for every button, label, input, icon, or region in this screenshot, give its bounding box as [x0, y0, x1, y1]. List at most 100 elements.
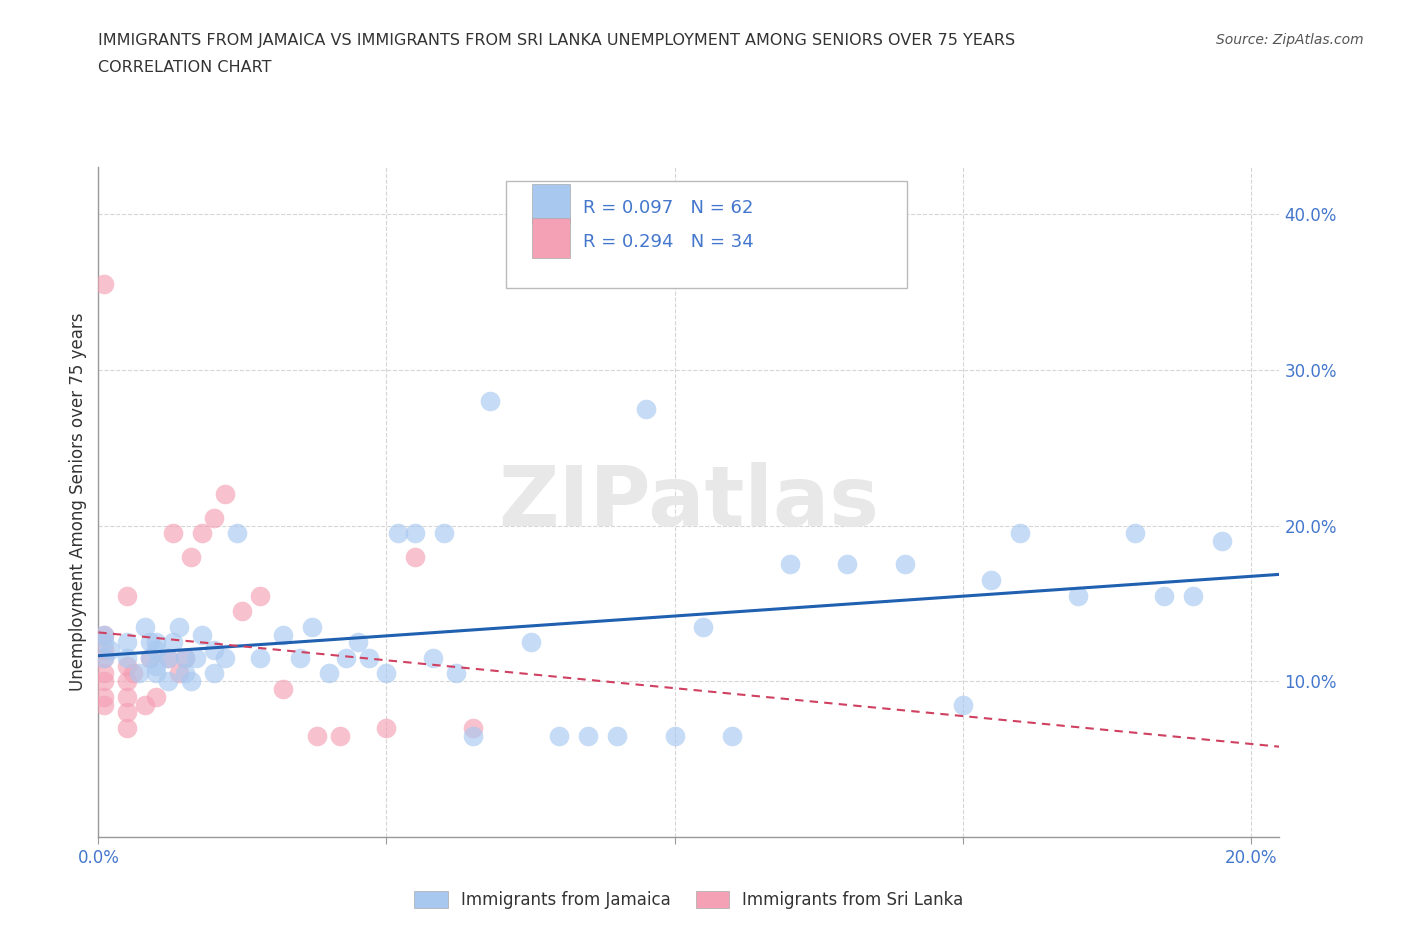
Point	[288, 650, 311, 665]
Point	[93, 635, 115, 650]
Point	[167, 619, 190, 634]
Text: R = 0.097   N = 62: R = 0.097 N = 62	[582, 199, 754, 218]
Point	[180, 674, 202, 689]
Point	[1067, 588, 1090, 603]
Point	[271, 627, 294, 642]
Point	[548, 728, 571, 743]
Point	[346, 635, 368, 650]
Point	[162, 525, 184, 540]
Point	[307, 728, 329, 743]
Point	[145, 666, 167, 681]
Point	[249, 650, 271, 665]
Point	[115, 689, 138, 704]
Text: ZIPatlas: ZIPatlas	[499, 461, 879, 543]
Text: R = 0.294   N = 34: R = 0.294 N = 34	[582, 232, 754, 251]
Point	[173, 650, 195, 665]
Point	[156, 674, 179, 689]
Point	[404, 525, 426, 540]
Text: Source: ZipAtlas.com: Source: ZipAtlas.com	[1216, 33, 1364, 46]
Point	[115, 588, 138, 603]
Point	[173, 666, 195, 681]
Point	[329, 728, 352, 743]
Point	[202, 511, 225, 525]
Point	[202, 643, 225, 658]
Point	[894, 557, 917, 572]
Point	[134, 698, 156, 712]
Point	[779, 557, 801, 572]
Point	[145, 658, 167, 673]
Point	[375, 666, 398, 681]
Point	[952, 698, 974, 712]
Point	[271, 682, 294, 697]
FancyBboxPatch shape	[531, 184, 569, 224]
Point	[231, 604, 253, 618]
Point	[93, 698, 115, 712]
Point	[139, 650, 162, 665]
Point	[225, 525, 247, 540]
FancyBboxPatch shape	[506, 180, 907, 288]
Point	[93, 650, 115, 665]
Point	[128, 666, 150, 681]
Point	[134, 619, 156, 634]
Point	[186, 650, 208, 665]
Point	[93, 666, 115, 681]
Point	[664, 728, 686, 743]
Text: IMMIGRANTS FROM JAMAICA VS IMMIGRANTS FROM SRI LANKA UNEMPLOYMENT AMONG SENIORS : IMMIGRANTS FROM JAMAICA VS IMMIGRANTS FR…	[98, 33, 1015, 47]
Point	[1211, 534, 1233, 549]
Point	[93, 627, 115, 642]
Point	[422, 650, 444, 665]
Y-axis label: Unemployment Among Seniors over 75 years: Unemployment Among Seniors over 75 years	[69, 313, 87, 691]
Point	[318, 666, 340, 681]
FancyBboxPatch shape	[531, 218, 569, 258]
Point	[93, 627, 115, 642]
Point	[461, 721, 484, 736]
Point	[173, 650, 195, 665]
Point	[98, 643, 121, 658]
Point	[404, 550, 426, 565]
Point	[139, 635, 162, 650]
Point	[1125, 525, 1147, 540]
Point	[115, 658, 138, 673]
Point	[93, 674, 115, 689]
Point	[444, 666, 467, 681]
Point	[202, 666, 225, 681]
Point	[980, 573, 1002, 588]
Point	[1010, 525, 1032, 540]
Point	[359, 650, 381, 665]
Point	[606, 728, 628, 743]
Point	[115, 650, 138, 665]
Point	[301, 619, 323, 634]
Point	[180, 550, 202, 565]
Point	[191, 525, 214, 540]
Point	[93, 643, 115, 658]
Point	[115, 705, 138, 720]
Point	[335, 650, 357, 665]
Point	[115, 635, 138, 650]
Text: CORRELATION CHART: CORRELATION CHART	[98, 60, 271, 75]
Point	[519, 635, 541, 650]
Point	[214, 650, 236, 665]
Point	[433, 525, 456, 540]
Point	[115, 674, 138, 689]
Point	[145, 635, 167, 650]
Point	[634, 402, 657, 417]
Point	[387, 525, 409, 540]
Point	[167, 666, 190, 681]
Point	[214, 487, 236, 502]
Point	[721, 728, 744, 743]
Point	[191, 627, 214, 642]
Point	[115, 721, 138, 736]
Point	[461, 728, 484, 743]
Point	[156, 650, 179, 665]
Point	[162, 635, 184, 650]
Point	[93, 277, 115, 292]
Point	[837, 557, 859, 572]
Point	[93, 689, 115, 704]
Point	[139, 650, 162, 665]
Point	[156, 650, 179, 665]
Legend: Immigrants from Jamaica, Immigrants from Sri Lanka: Immigrants from Jamaica, Immigrants from…	[408, 884, 970, 916]
Point	[576, 728, 599, 743]
Point	[692, 619, 714, 634]
Point	[375, 721, 398, 736]
Point	[145, 689, 167, 704]
